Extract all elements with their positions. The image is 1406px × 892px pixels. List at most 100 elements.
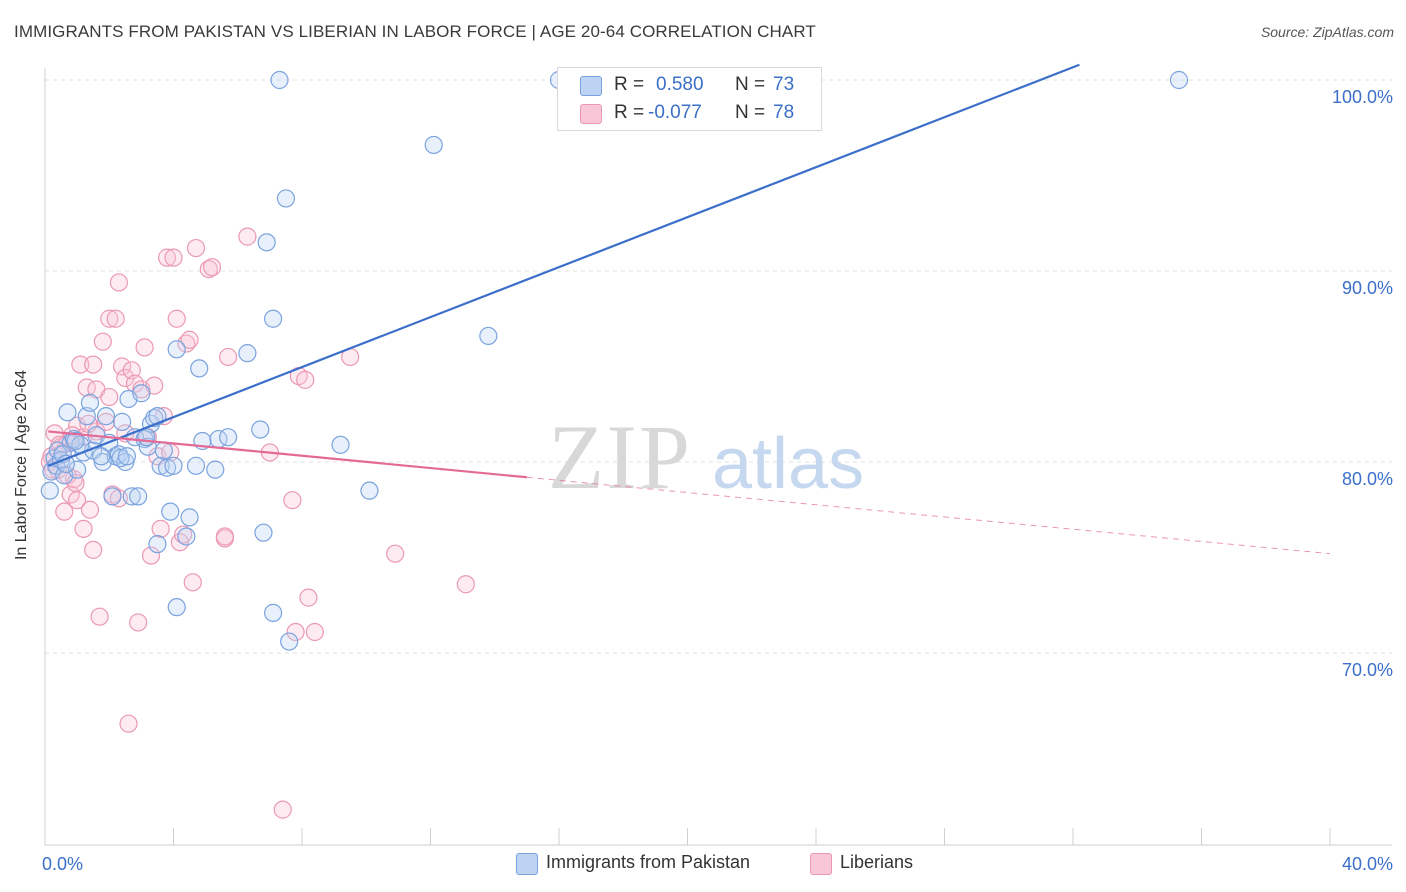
pakistan-point — [92, 447, 111, 466]
pakistan-point — [167, 340, 186, 359]
liberian-point — [202, 258, 222, 277]
liberian-point — [84, 540, 103, 559]
r-label: R = — [614, 74, 645, 95]
liberian-point — [84, 355, 103, 374]
liberian-point — [283, 491, 302, 510]
pakistan-point — [103, 487, 122, 506]
liberian-point — [199, 259, 218, 279]
legend-swatch-pakistan — [516, 853, 538, 875]
pakistan-point — [167, 598, 186, 617]
axes — [44, 68, 1392, 846]
liberian-point — [96, 412, 116, 431]
pakistan-point — [180, 508, 199, 527]
y-tick-label: 80.0% — [1342, 469, 1393, 489]
n-label: N = — [735, 102, 766, 123]
pakistan-point — [154, 441, 173, 460]
y-axis-label: In Labor Force | Age 20-64 — [13, 369, 30, 561]
r-value: -0.077 — [648, 102, 702, 123]
liberian-point — [135, 338, 154, 357]
tick-labels: 70.0% 80.0% 90.0% 100.0% 0.0% 40.0% — [42, 87, 1393, 874]
pakistan-point — [111, 449, 130, 468]
pakistan-point — [151, 456, 170, 475]
pakistan-point — [424, 135, 443, 155]
r-label: R = — [614, 102, 645, 123]
pakistan-point — [263, 309, 283, 328]
n-label: N = — [735, 74, 766, 95]
liberian-point — [151, 519, 170, 538]
pakistan-point — [132, 384, 151, 403]
liberian-point — [296, 370, 315, 389]
pakistan-point — [206, 460, 225, 479]
liberian-points — [40, 227, 475, 819]
liberian-point — [112, 357, 132, 376]
pakistan-point — [190, 359, 209, 378]
pakistan-point — [157, 458, 177, 477]
pakistan-point — [129, 487, 148, 506]
y-tick-label: 90.0% — [1342, 278, 1393, 298]
watermark-zip: ZIP — [548, 406, 692, 508]
stats-box: R = 0.580 N = 73 R = -0.077 N = 78 — [557, 67, 822, 131]
liberian-point — [299, 588, 318, 607]
pakistan-point — [77, 407, 96, 426]
pakistan-point — [66, 431, 85, 451]
pakistan-point — [80, 393, 100, 412]
liberian-point — [109, 273, 128, 292]
liberian-point — [215, 527, 234, 546]
liberian-point — [305, 622, 324, 642]
liberian-point — [219, 347, 238, 367]
liberian-point — [119, 714, 138, 733]
pakistan-point — [68, 460, 87, 479]
pakistan-point — [257, 233, 276, 252]
pakistan-point — [161, 502, 180, 521]
pakistan-point — [270, 70, 289, 90]
pakistan-point — [479, 326, 498, 346]
watermark-atlas: atlas — [712, 424, 864, 504]
pakistan-point — [164, 456, 183, 475]
liberian-trend-line — [48, 430, 527, 479]
liberian-point — [122, 361, 141, 380]
liberian-point — [116, 368, 135, 388]
r-value: 0.580 — [656, 74, 704, 95]
liberian-point — [100, 309, 119, 328]
liberian-point — [456, 575, 475, 594]
liberian-point — [74, 519, 93, 538]
chart-title: IMMIGRANTS FROM PAKISTAN VS LIBERIAN IN … — [14, 22, 816, 41]
pakistan-point — [238, 344, 257, 363]
pakistan-point — [96, 407, 116, 426]
x-tick-label: 0.0% — [42, 854, 83, 874]
pakistan-point — [219, 428, 238, 447]
n-value: 78 — [773, 102, 795, 123]
liberian-point — [93, 332, 112, 351]
pakistan-point — [40, 481, 59, 500]
pakistan-point — [254, 523, 273, 542]
pakistan-points — [40, 70, 1189, 651]
liberian-point — [71, 355, 90, 374]
pakistan-point — [177, 527, 196, 546]
liberian-point — [238, 227, 257, 246]
pakistan-point — [360, 481, 379, 500]
pakistan-point — [137, 428, 156, 447]
liberian-point — [164, 248, 183, 267]
pakistan-point — [276, 189, 296, 208]
legend-label-liberian: Liberians — [840, 852, 914, 872]
liberian-point — [174, 525, 193, 544]
pakistan-point — [331, 435, 350, 454]
liberian-point — [55, 502, 74, 521]
pakistan-point — [263, 603, 283, 622]
liberian-point — [286, 622, 305, 642]
liberian-point — [106, 309, 125, 328]
n-value: 73 — [773, 74, 795, 95]
pakistan-point — [112, 412, 132, 431]
liberian-point — [180, 330, 199, 349]
watermark: ZIP atlas — [548, 406, 864, 508]
liberian-point — [157, 248, 177, 267]
liberian-point — [186, 238, 206, 258]
pakistan-point — [117, 447, 137, 466]
trend-lines — [47, 63, 1331, 555]
gridlines — [45, 79, 1392, 654]
liberian-point — [183, 573, 202, 592]
liberian-point — [90, 607, 109, 626]
pakistan-point — [122, 487, 141, 506]
liberian-swatch — [580, 104, 602, 124]
pakistan-point — [251, 420, 270, 439]
